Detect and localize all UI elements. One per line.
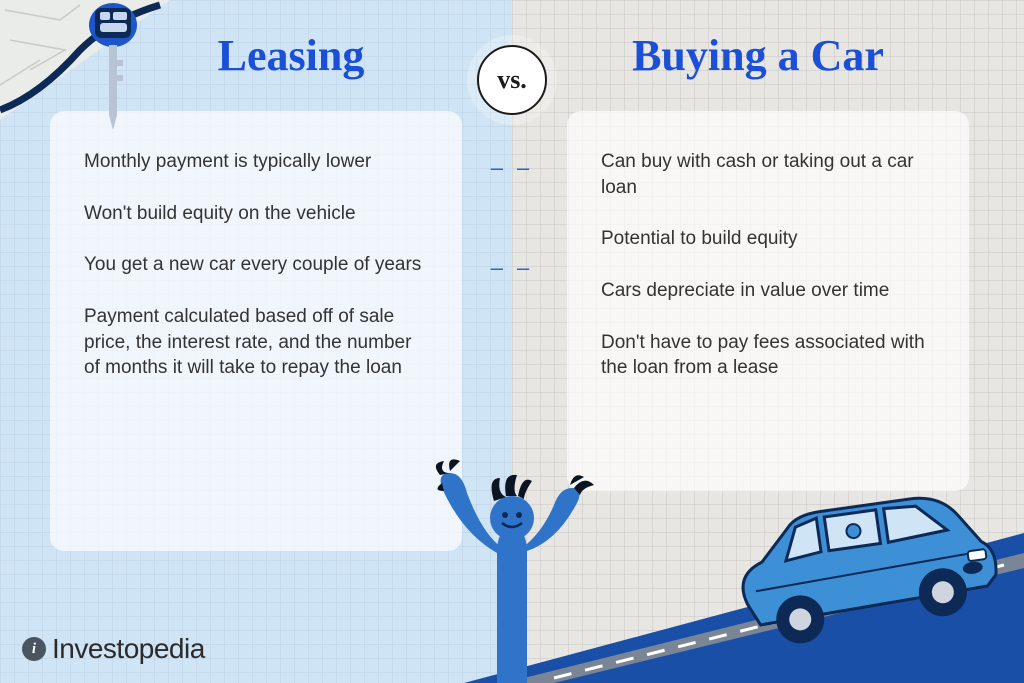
leasing-point: Monthly payment is typically lower: [84, 149, 428, 175]
buying-point: Don't have to pay fees associated with t…: [601, 330, 935, 381]
divider-dash: – –: [491, 155, 534, 181]
suv-car-icon: [724, 488, 1004, 653]
buying-point: Cars depreciate in value over time: [601, 278, 935, 304]
car-key-icon: [85, 0, 145, 135]
buying-point: Potential to build equity: [601, 226, 935, 252]
buying-heading: Buying a Car: [512, 30, 1024, 81]
vs-badge: vs.: [477, 45, 547, 115]
leasing-card: Monthly payment is typically lower Won't…: [50, 111, 462, 551]
leasing-point: You get a new car every couple of years: [84, 252, 428, 278]
buying-card: Can buy with cash or taking out a car lo…: [567, 111, 969, 491]
infographic-container: Leasing Monthly payment is typically low…: [0, 0, 1024, 683]
divider-dash: – –: [491, 255, 534, 281]
leasing-point: Won't build equity on the vehicle: [84, 201, 428, 227]
logo-mark-icon: i: [22, 637, 46, 661]
buying-point: Can buy with cash or taking out a car lo…: [601, 149, 935, 200]
leasing-point: Payment calculated based off of sale pri…: [84, 304, 428, 381]
brand-name: Investopedia: [52, 633, 205, 665]
brand-logo: i Investopedia: [22, 633, 205, 665]
inflatable-tube-man-icon: [402, 433, 622, 683]
